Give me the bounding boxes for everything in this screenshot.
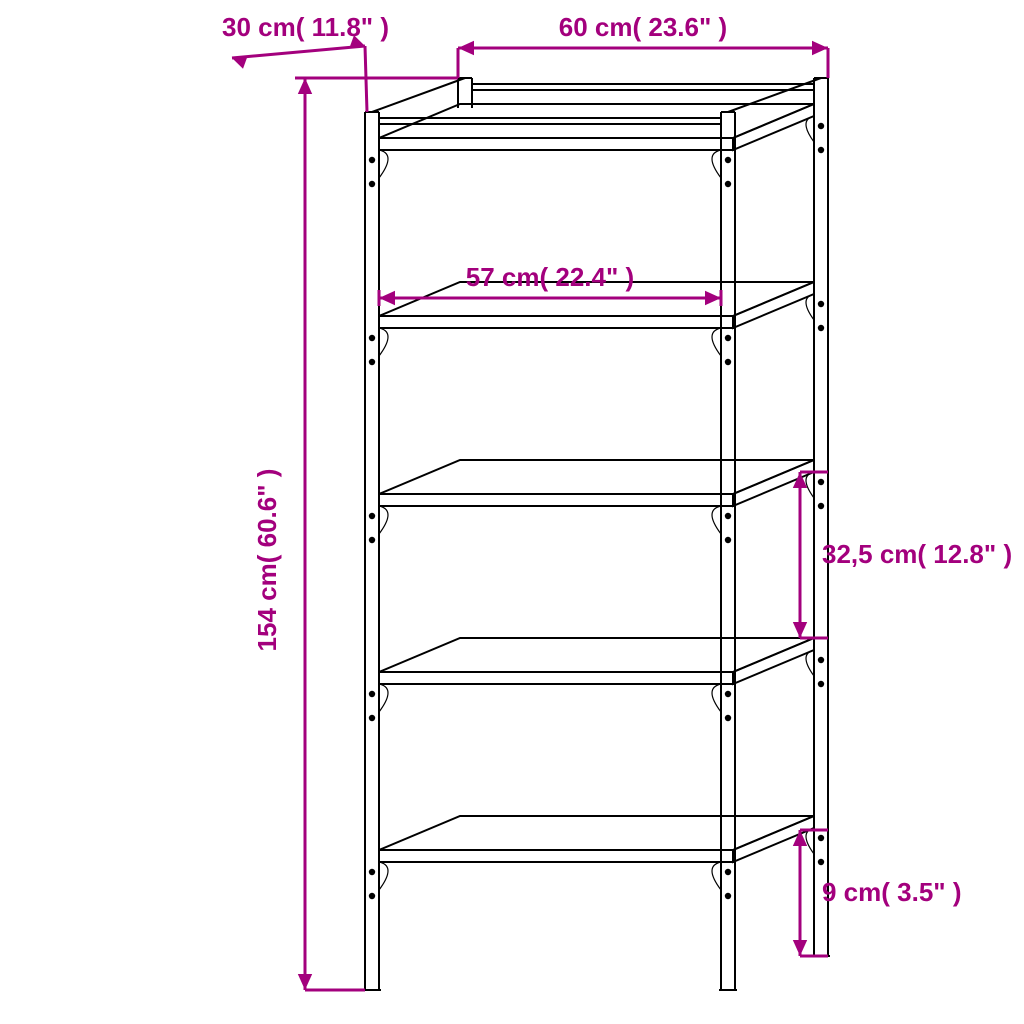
svg-text:9 cm( 3.5" ): 9 cm( 3.5" ) bbox=[822, 877, 962, 907]
svg-text:60 cm( 23.6" ): 60 cm( 23.6" ) bbox=[559, 12, 727, 42]
svg-text:30 cm( 11.8" ): 30 cm( 11.8" ) bbox=[222, 12, 389, 42]
svg-text:57 cm( 22.4" ): 57 cm( 22.4" ) bbox=[466, 262, 634, 292]
svg-text:32,5 cm( 12.8" ): 32,5 cm( 12.8" ) bbox=[822, 539, 1012, 569]
svg-text:154 cm( 60.6" ): 154 cm( 60.6" ) bbox=[252, 469, 282, 652]
dimension-diagram: 154 cm( 60.6" ) 30 cm( 11.8" ) 60 cm( 23.6… bbox=[0, 0, 1024, 1024]
